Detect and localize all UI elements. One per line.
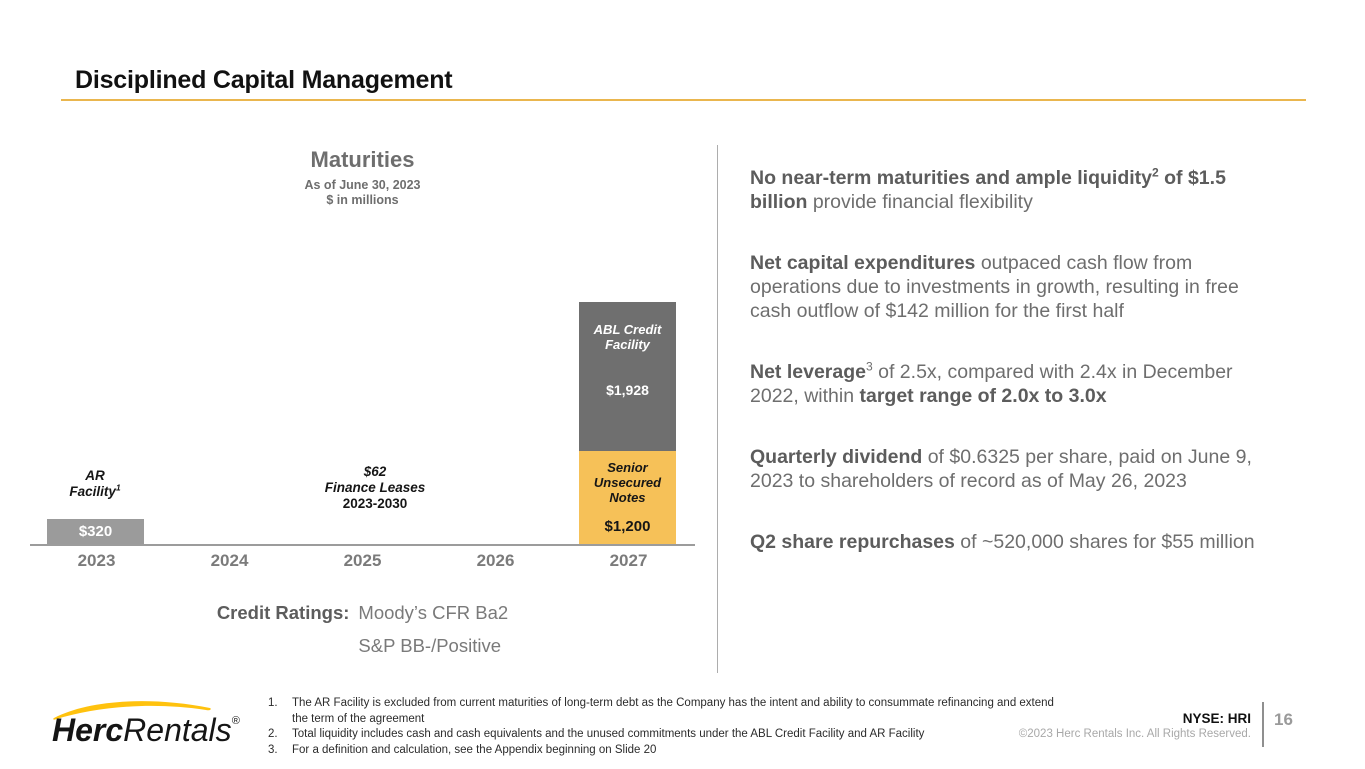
svg-text:HercRentals®: HercRentals® [52,712,241,748]
credit-rating-moodys: Moody’s CFR Ba2 [358,602,509,623]
ar-facility-label-line1: AR [85,468,105,483]
footnote-1: 1. The AR Facility is excluded from curr… [268,697,1054,725]
footnote-2: 2. Total liquidity includes cash and cas… [268,728,925,740]
chart-title: Maturities [310,147,415,172]
bar-abl-name: ABL Credit Facility [593,322,662,352]
stock-ticker: NYSE: HRI [1182,711,1251,726]
finance-leases-annotation: $62 Finance Leases 2023-2030 [265,464,485,512]
bullet-dividend: Quarterly dividend of $0.6325 per share,… [750,446,1252,492]
x-tick-2024: 2024 [210,551,249,570]
bullet-liquidity: No near-term maturities and ample liquid… [750,165,1226,213]
herc-rentals-logo: HercRentals® [52,701,241,748]
footnote-marker-1: 1 [115,482,121,493]
title-underline [61,99,1306,101]
credit-ratings-spacer [217,635,350,657]
column-divider [717,145,718,673]
x-tick-2027: 2027 [609,551,648,570]
footnote-3: 3. For a definition and calculation, see… [268,743,657,756]
page-number: 16 [1274,710,1293,729]
finance-leases-years: 2023-2030 [342,496,408,511]
copyright-notice: ©2023 Herc Rentals Inc. All Rights Reser… [1018,728,1251,740]
finance-leases-name: Finance Leases [324,480,426,495]
bullet-net-leverage: Net leverage3 of 2.5x, compared with 2.4… [750,359,1233,407]
highlights-column: No near-term maturities and ample liquid… [750,166,1255,591]
credit-rating-sp: S&P BB-/Positive [358,635,501,656]
x-axis-labels: 2023 2024 2025 2026 2027 [30,551,695,571]
chart-header: Maturities As of June 30, 2023 $ in mill… [30,147,695,208]
maturities-chart: AR Facility1 $62 Finance Leases 2023-203… [30,280,695,546]
bar-abl-credit-facility: ABL Credit Facility $1,928 [579,302,676,451]
page-number-divider [1262,702,1264,747]
chart-subtitle-units: $ in millions [326,193,399,207]
page-title: Disciplined Capital Management [75,66,453,94]
logo-swoosh-icon [53,701,211,720]
x-tick-2023: 2023 [77,551,116,570]
ar-facility-label-line2: Facility1 [69,482,121,499]
credit-ratings-label: Credit Ratings: [216,602,350,623]
bullet-share-repurchases: Q2 share repurchases of ~520,000 shares … [750,531,1255,553]
bar-ar-facility: $320 [47,519,144,544]
x-tick-2026: 2026 [476,551,515,570]
finance-leases-value: $62 [363,464,387,479]
credit-ratings-block: Credit Ratings: Moody’s CFR Ba2 S&P BB-/… [30,602,695,657]
bar-ar-facility-value: $320 [78,523,113,540]
bar-notes-name: Senior Unsecured Notes [593,460,662,505]
footnotes: 1. The AR Facility is excluded from curr… [268,696,1073,758]
bar-2027-stack: ABL Credit Facility $1,928 Senior Unsecu… [579,302,676,544]
bar-senior-unsecured-notes: Senior Unsecured Notes $1,200 [579,451,676,544]
ar-facility-label: AR Facility1 [5,468,185,500]
x-tick-2025: 2025 [343,551,382,570]
bullet-capex: Net capital expenditures outpaced cash f… [750,252,1239,322]
bar-abl-value: $1,928 [606,382,649,398]
chart-subtitle-date: As of June 30, 2023 [304,178,421,192]
bar-notes-value: $1,200 [604,518,651,535]
